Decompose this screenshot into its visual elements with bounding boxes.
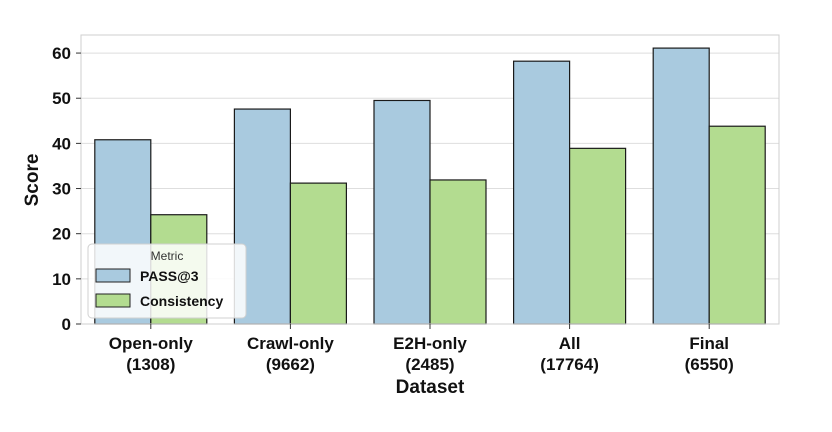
x-tick-label: Open-only (1308) bbox=[109, 334, 194, 374]
y-tick-label: 10 bbox=[52, 270, 71, 289]
bar-consistency-2 bbox=[429, 179, 487, 325]
y-axis-title: Score bbox=[22, 154, 43, 207]
x-axis-title: Dataset bbox=[396, 377, 465, 398]
x-tick-label: E2H-only (2485) bbox=[393, 334, 467, 374]
y-tick-label: 0 bbox=[62, 315, 71, 334]
x-tick-label: Final (6550) bbox=[685, 334, 734, 374]
x-tick-label: All (17764) bbox=[540, 334, 599, 374]
bar-pass3-4 bbox=[652, 47, 710, 325]
legend-label-consistency: Consistency bbox=[140, 293, 223, 309]
y-tick-label: 50 bbox=[52, 89, 71, 108]
legend-title: Metric bbox=[151, 249, 184, 263]
bar-pass3-3 bbox=[512, 60, 571, 325]
x-tick-label: Crawl-only (9662) bbox=[247, 334, 334, 374]
y-tick-label: 30 bbox=[52, 180, 71, 199]
y-tick-label: 60 bbox=[52, 44, 71, 63]
y-tick-label: 20 bbox=[52, 225, 71, 244]
legend: Metric PASS@3 Consistency bbox=[87, 243, 247, 319]
bar-pass3-2 bbox=[373, 99, 431, 325]
bars bbox=[94, 47, 766, 325]
bar-consistency-4 bbox=[708, 125, 766, 325]
y-axis-ticks: 0 10 20 30 40 50 60 bbox=[52, 44, 81, 334]
legend-swatch-consistency bbox=[95, 293, 131, 308]
x-axis-ticks: Open-only (1308) Crawl-only (9662) E2H-only(… bbox=[109, 324, 734, 374]
y-tick-label: 40 bbox=[52, 134, 71, 153]
bar-consistency-1 bbox=[289, 182, 347, 325]
legend-swatch-pass3 bbox=[95, 268, 131, 283]
legend-label-pass3: PASS@3 bbox=[140, 268, 199, 284]
bar-consistency-3 bbox=[568, 147, 627, 325]
